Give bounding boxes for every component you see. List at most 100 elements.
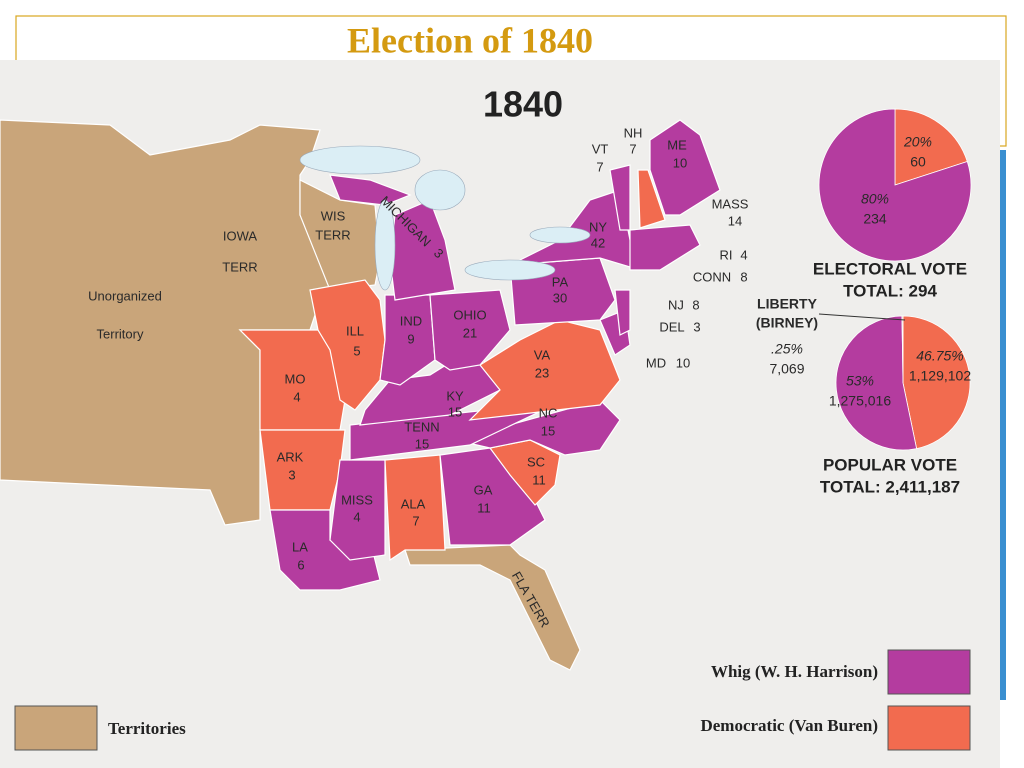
map-heading: 1840 (483, 84, 563, 125)
slice-percent: 80% (861, 191, 889, 207)
state-votes: 9 (407, 331, 414, 346)
state-name: OHIO (453, 307, 486, 322)
lake (414, 169, 466, 211)
legend-swatch (887, 705, 971, 751)
state-name: ILL (346, 323, 364, 338)
state-votes: 10 (673, 155, 687, 170)
map-shapes (0, 119, 721, 671)
territory-name: Territory (97, 326, 144, 341)
state-shape (637, 169, 666, 229)
pie-slice (902, 315, 971, 450)
lake (374, 199, 396, 291)
state-votes: 23 (535, 365, 549, 380)
state-name: SC (527, 454, 545, 469)
state-votes: 8 (740, 269, 747, 284)
state-votes: 14 (728, 213, 742, 228)
state-name: VT (592, 141, 609, 156)
slice-votes: 7,069 (769, 361, 804, 377)
territory-name: IOWA (223, 228, 258, 243)
slice-percent: 46.75% (916, 348, 963, 364)
state-name: KY (446, 388, 464, 403)
state-votes: 7 (596, 159, 603, 174)
vote-pies: 20% 60 80% 234 ELECTORAL VOTE TOTAL: 294 46.75… (756, 108, 972, 496)
state-votes: 11 (477, 500, 491, 515)
state-votes: 4 (740, 247, 747, 262)
state-shape (429, 289, 511, 371)
legend: Whig (W. H. Harrison) Democratic (Van Bur… (14, 649, 971, 751)
state-votes: 15 (415, 436, 429, 451)
slice-votes: 60 (910, 154, 926, 170)
state-shape (454, 399, 621, 456)
state-votes: 10 (676, 355, 690, 370)
pie-caption: ELECTORAL VOTE (813, 259, 967, 278)
state-votes: 7 (412, 513, 419, 528)
state-votes: 4 (293, 389, 300, 404)
lake (464, 259, 556, 281)
state-votes: 3 (693, 319, 700, 334)
state-votes: 5 (353, 343, 360, 358)
territory-name: TERR (222, 259, 257, 274)
state-shape (614, 289, 631, 336)
state-votes: 42 (591, 235, 605, 250)
state-name: MD (646, 355, 666, 370)
pie-slice (835, 315, 918, 451)
state-votes: 21 (463, 325, 477, 340)
state-votes: 6 (297, 557, 304, 572)
state-name: PA (552, 274, 569, 289)
slice-percent: .25% (771, 341, 803, 357)
slice-votes: 1,129,102 (909, 368, 971, 384)
state-name: IND (400, 313, 422, 328)
state-name: ALA (401, 496, 426, 511)
state-name: RI (720, 247, 733, 262)
state-name: DEL (659, 319, 684, 334)
legend-label: Whig (W. H. Harrison) (711, 662, 878, 681)
state-shape (649, 119, 721, 216)
state-votes: 4 (353, 509, 360, 524)
pie-slice (818, 108, 972, 262)
state-shape (309, 279, 386, 411)
state-name: NH (624, 125, 643, 140)
state-name: ARK (277, 449, 304, 464)
state-votes: 3 (288, 467, 295, 482)
lake (529, 226, 591, 244)
state-name: ME (667, 137, 687, 152)
pie-caption: POPULAR VOTE (823, 455, 957, 474)
pie-slice (901, 315, 904, 384)
slice-votes: 1,275,016 (829, 393, 891, 409)
leader-line (818, 313, 906, 321)
state-name: CONN (693, 269, 731, 284)
state-votes: 11 (532, 472, 546, 487)
state-name: NC (539, 405, 558, 420)
pie-total: TOTAL: 2,411,187 (820, 477, 960, 496)
legend-label: Democratic (Van Buren) (700, 716, 878, 735)
state-name: MO (285, 371, 306, 386)
legend-swatch (887, 649, 971, 695)
state-shape (259, 429, 346, 511)
legend-swatch (14, 705, 98, 751)
state-votes: 15 (541, 423, 555, 438)
state-name: LA (292, 539, 308, 554)
state-shape (468, 319, 621, 421)
state-votes: 8 (692, 297, 699, 312)
pie-slice (894, 108, 968, 186)
state-name: MASS (712, 196, 749, 211)
legend-label: Territories (108, 719, 186, 738)
state-shape (329, 174, 412, 206)
slice-name: LIBERTY (757, 296, 818, 312)
territory-name: TERR (315, 227, 350, 242)
state-votes: 30 (553, 290, 567, 305)
slice-percent: 53% (846, 373, 874, 389)
state-name: NJ (668, 297, 684, 312)
slice-votes: 234 (863, 211, 887, 227)
state-name: NY (589, 219, 607, 234)
state-shape (269, 509, 381, 591)
slice-name: (BIRNEY) (756, 315, 818, 331)
state-shape (384, 454, 446, 562)
state-votes: 15 (448, 404, 462, 419)
state-name: TENN (404, 419, 439, 434)
territory-name: Unorganized (88, 288, 162, 303)
state-votes: 7 (629, 141, 636, 156)
state-name: GA (474, 482, 493, 497)
